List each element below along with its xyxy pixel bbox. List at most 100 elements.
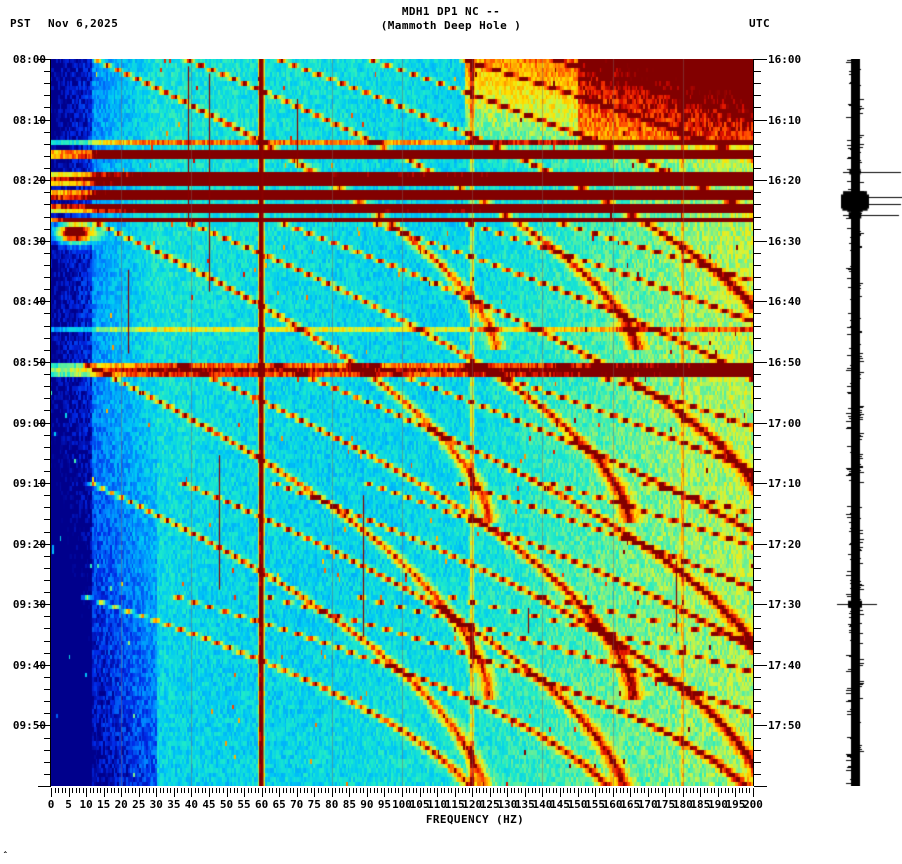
- minor-tick-frequency: [732, 788, 733, 793]
- minor-tick-left: [44, 156, 51, 157]
- minor-tick-frequency: [662, 788, 663, 793]
- frequency-label: 35: [167, 798, 181, 811]
- major-tick-frequency: [490, 788, 491, 797]
- minor-tick-left: [44, 713, 51, 714]
- minor-tick-frequency: [599, 788, 600, 793]
- time-label-left: 09:50: [12, 719, 46, 732]
- major-tick-frequency: [104, 788, 105, 797]
- minor-tick-frequency: [430, 788, 431, 793]
- minor-tick-right: [754, 507, 761, 508]
- minor-tick-right: [754, 374, 761, 375]
- minor-tick-frequency: [637, 788, 638, 793]
- minor-tick-frequency: [234, 788, 235, 793]
- major-tick-frequency: [437, 788, 438, 797]
- minor-tick-frequency: [212, 788, 213, 793]
- frequency-label: 25: [132, 798, 146, 811]
- time-label-left: 09:30: [12, 598, 46, 611]
- minor-tick-frequency: [497, 788, 498, 793]
- minor-tick-frequency: [276, 788, 277, 793]
- minor-tick-left: [44, 677, 51, 678]
- major-tick-right: [754, 544, 767, 545]
- frequency-label: 170: [637, 798, 658, 811]
- minor-tick-frequency: [651, 788, 652, 793]
- minor-tick-right: [754, 229, 761, 230]
- time-label-left: 08:20: [12, 174, 46, 187]
- seismogram-trace[interactable]: [812, 59, 902, 786]
- frequency-label: 95: [377, 798, 392, 811]
- minor-tick-left: [44, 532, 51, 533]
- frequency-label: 130: [497, 798, 518, 811]
- frequency-label: 140: [532, 798, 553, 811]
- minor-tick-frequency: [609, 788, 610, 793]
- minor-tick-right: [754, 132, 761, 133]
- minor-tick-frequency: [570, 788, 571, 793]
- time-label-right: 17:20: [768, 538, 802, 551]
- frequency-label: 105: [409, 798, 430, 811]
- time-label-right: 16:40: [768, 295, 802, 308]
- time-label-right: 16:10: [768, 114, 802, 127]
- minor-tick-frequency: [655, 788, 656, 793]
- minor-tick-frequency: [409, 788, 410, 793]
- major-tick-frequency: [613, 788, 614, 797]
- minor-tick-frequency: [265, 788, 266, 793]
- frequency-label: 60: [254, 798, 269, 811]
- minor-tick-right: [754, 653, 761, 654]
- frequency-label: 90: [360, 798, 374, 811]
- minor-tick-right: [754, 750, 761, 751]
- frequency-label: 20: [114, 798, 128, 811]
- minor-tick-frequency: [549, 788, 550, 793]
- minor-tick-left: [44, 107, 51, 108]
- minor-tick-frequency: [444, 788, 445, 793]
- minor-tick-frequency: [602, 788, 603, 793]
- minor-tick-frequency: [335, 788, 336, 793]
- minor-tick-frequency: [237, 788, 238, 793]
- major-tick-frequency: [69, 788, 70, 797]
- minor-tick-frequency: [188, 788, 189, 793]
- frequency-axis-ticks: [51, 788, 754, 800]
- major-tick-left: [38, 362, 51, 363]
- spectrogram-plot[interactable]: [51, 59, 753, 786]
- minor-tick-frequency: [623, 788, 624, 793]
- minor-tick-frequency: [546, 788, 547, 793]
- major-tick-frequency: [279, 788, 280, 797]
- minor-tick-left: [44, 277, 51, 278]
- minor-tick-frequency: [198, 788, 199, 793]
- frequency-label: 200: [743, 798, 763, 811]
- frequency-label: 175: [655, 798, 676, 811]
- major-tick-frequency: [297, 788, 298, 797]
- minor-tick-right: [754, 144, 761, 145]
- minor-tick-left: [44, 313, 51, 314]
- minor-tick-left: [44, 71, 51, 72]
- major-tick-right: [754, 241, 767, 242]
- major-tick-frequency: [367, 788, 368, 797]
- minor-tick-right: [754, 289, 761, 290]
- minor-tick-frequency: [290, 788, 291, 793]
- minor-tick-frequency: [219, 788, 220, 793]
- major-tick-right: [754, 725, 767, 726]
- major-tick-right: [754, 59, 767, 60]
- major-tick-frequency: [262, 788, 263, 797]
- time-label-left: 09:20: [12, 538, 46, 551]
- major-tick-frequency: [244, 788, 245, 797]
- minor-tick-right: [754, 689, 761, 690]
- minor-tick-right: [754, 701, 761, 702]
- minor-tick-frequency: [391, 788, 392, 793]
- minor-tick-left: [44, 253, 51, 254]
- minor-tick-right: [754, 774, 761, 775]
- minor-tick-left: [44, 265, 51, 266]
- minor-tick-frequency: [146, 788, 147, 793]
- major-tick-right: [754, 180, 767, 181]
- minor-tick-left: [44, 217, 51, 218]
- minor-tick-frequency: [686, 788, 687, 793]
- minor-tick-frequency: [395, 788, 396, 793]
- minor-tick-right: [754, 519, 761, 520]
- major-tick-frequency: [86, 788, 87, 797]
- minor-tick-frequency: [230, 788, 231, 793]
- minor-tick-left: [44, 616, 51, 617]
- time-label-right: 16:30: [768, 235, 802, 248]
- minor-tick-frequency: [672, 788, 673, 793]
- minor-tick-frequency: [293, 788, 294, 793]
- minor-tick-left: [44, 471, 51, 472]
- minor-tick-frequency: [132, 788, 133, 793]
- minor-tick-right: [754, 447, 761, 448]
